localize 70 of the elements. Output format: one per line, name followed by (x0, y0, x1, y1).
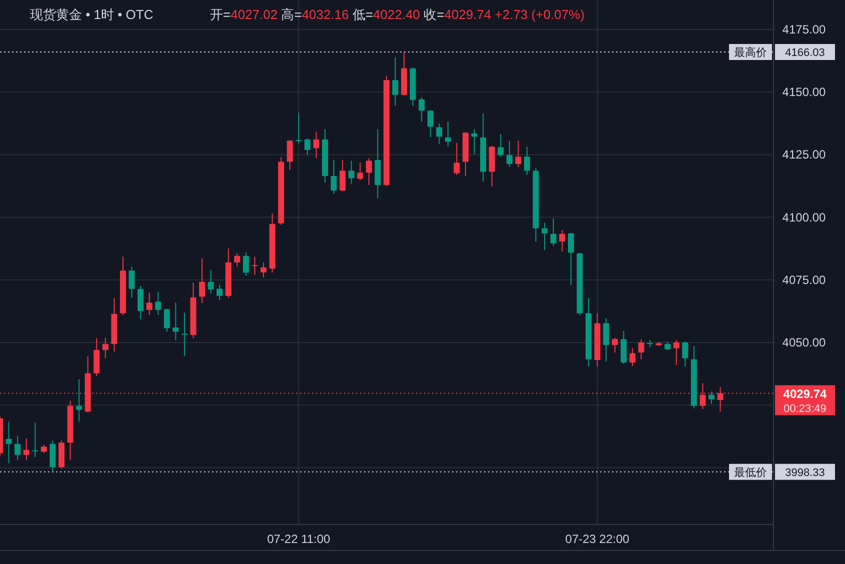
candlestick (444, 121, 451, 148)
candlestick (620, 330, 627, 365)
candlestick (629, 348, 636, 367)
candlestick (550, 218, 556, 246)
candlestick (146, 292, 152, 316)
text: 开=4027.02 高=4032.16 低=4022.40 收=4029.74 +2.73 (+0.07%) (210, 7, 585, 22)
candlestick (304, 138, 310, 156)
ref-line-label: 3998.33 (785, 466, 825, 479)
candlestick (682, 340, 688, 368)
candlestick (366, 158, 372, 186)
candlestick (542, 222, 548, 251)
y-tick-label: 4150.00 (782, 85, 826, 100)
candlestick (199, 258, 206, 304)
candlestick (242, 252, 249, 276)
x-tick-label: 07-22 11:00 (267, 532, 331, 546)
candlestick (155, 291, 162, 316)
candlestick (506, 140, 512, 168)
text: 现货黄金 • 1时 • OTC (30, 7, 154, 22)
ref-line-label: 4166.03 (785, 47, 825, 59)
candlestick (708, 391, 715, 404)
text: 00:23:49 (784, 403, 826, 416)
candlestick (418, 96, 425, 122)
candlestick (208, 269, 214, 294)
y-tick-label: 4075.00 (782, 272, 826, 287)
candlestick (357, 162, 364, 181)
ref-line-label: 4029.74 (783, 387, 828, 402)
candlestick (32, 422, 38, 458)
candlestick (348, 160, 354, 185)
candlestick (515, 140, 522, 168)
candlestick (568, 232, 574, 286)
candlestick (427, 110, 434, 138)
candlestick (50, 440, 56, 472)
candlestick (216, 284, 223, 300)
candlestick (313, 131, 320, 159)
candlestick (454, 142, 460, 176)
candlestick (23, 438, 30, 460)
candlestick (673, 339, 680, 366)
candlestick (524, 146, 530, 176)
candlestick (612, 337, 618, 354)
candlestick (471, 128, 478, 154)
candlestick (296, 112, 302, 144)
candlestick (128, 266, 135, 299)
y-tick-label: 4125.00 (782, 148, 826, 162)
candlestick (102, 337, 108, 359)
candlestick (164, 308, 170, 332)
candlestick (6, 421, 12, 464)
y-tick-label: 4175.00 (782, 22, 826, 37)
candlestick (76, 378, 82, 422)
y-tick-label: 4100.00 (782, 210, 826, 224)
candlestick (252, 256, 258, 276)
candlestick (260, 262, 267, 278)
y-tick-label: 4050.00 (782, 335, 826, 350)
candlestick (181, 312, 188, 357)
candlestick (392, 56, 398, 106)
candlestick (286, 139, 293, 170)
candlestick (234, 252, 240, 268)
candlestick (498, 133, 504, 158)
annotation: 最高价 (734, 46, 767, 59)
candlestick (436, 122, 442, 144)
candlestick (559, 229, 566, 252)
candlestick (603, 318, 610, 362)
candlestick (638, 338, 644, 360)
annotation: 最低价 (734, 466, 767, 479)
candlestick (172, 302, 179, 340)
candlestick (330, 159, 337, 195)
candlestick (138, 285, 144, 320)
candlestick (94, 338, 100, 377)
candlestick (14, 435, 21, 460)
candlestick (340, 159, 346, 192)
x-tick-label: 07-23 22:00 (565, 532, 630, 546)
